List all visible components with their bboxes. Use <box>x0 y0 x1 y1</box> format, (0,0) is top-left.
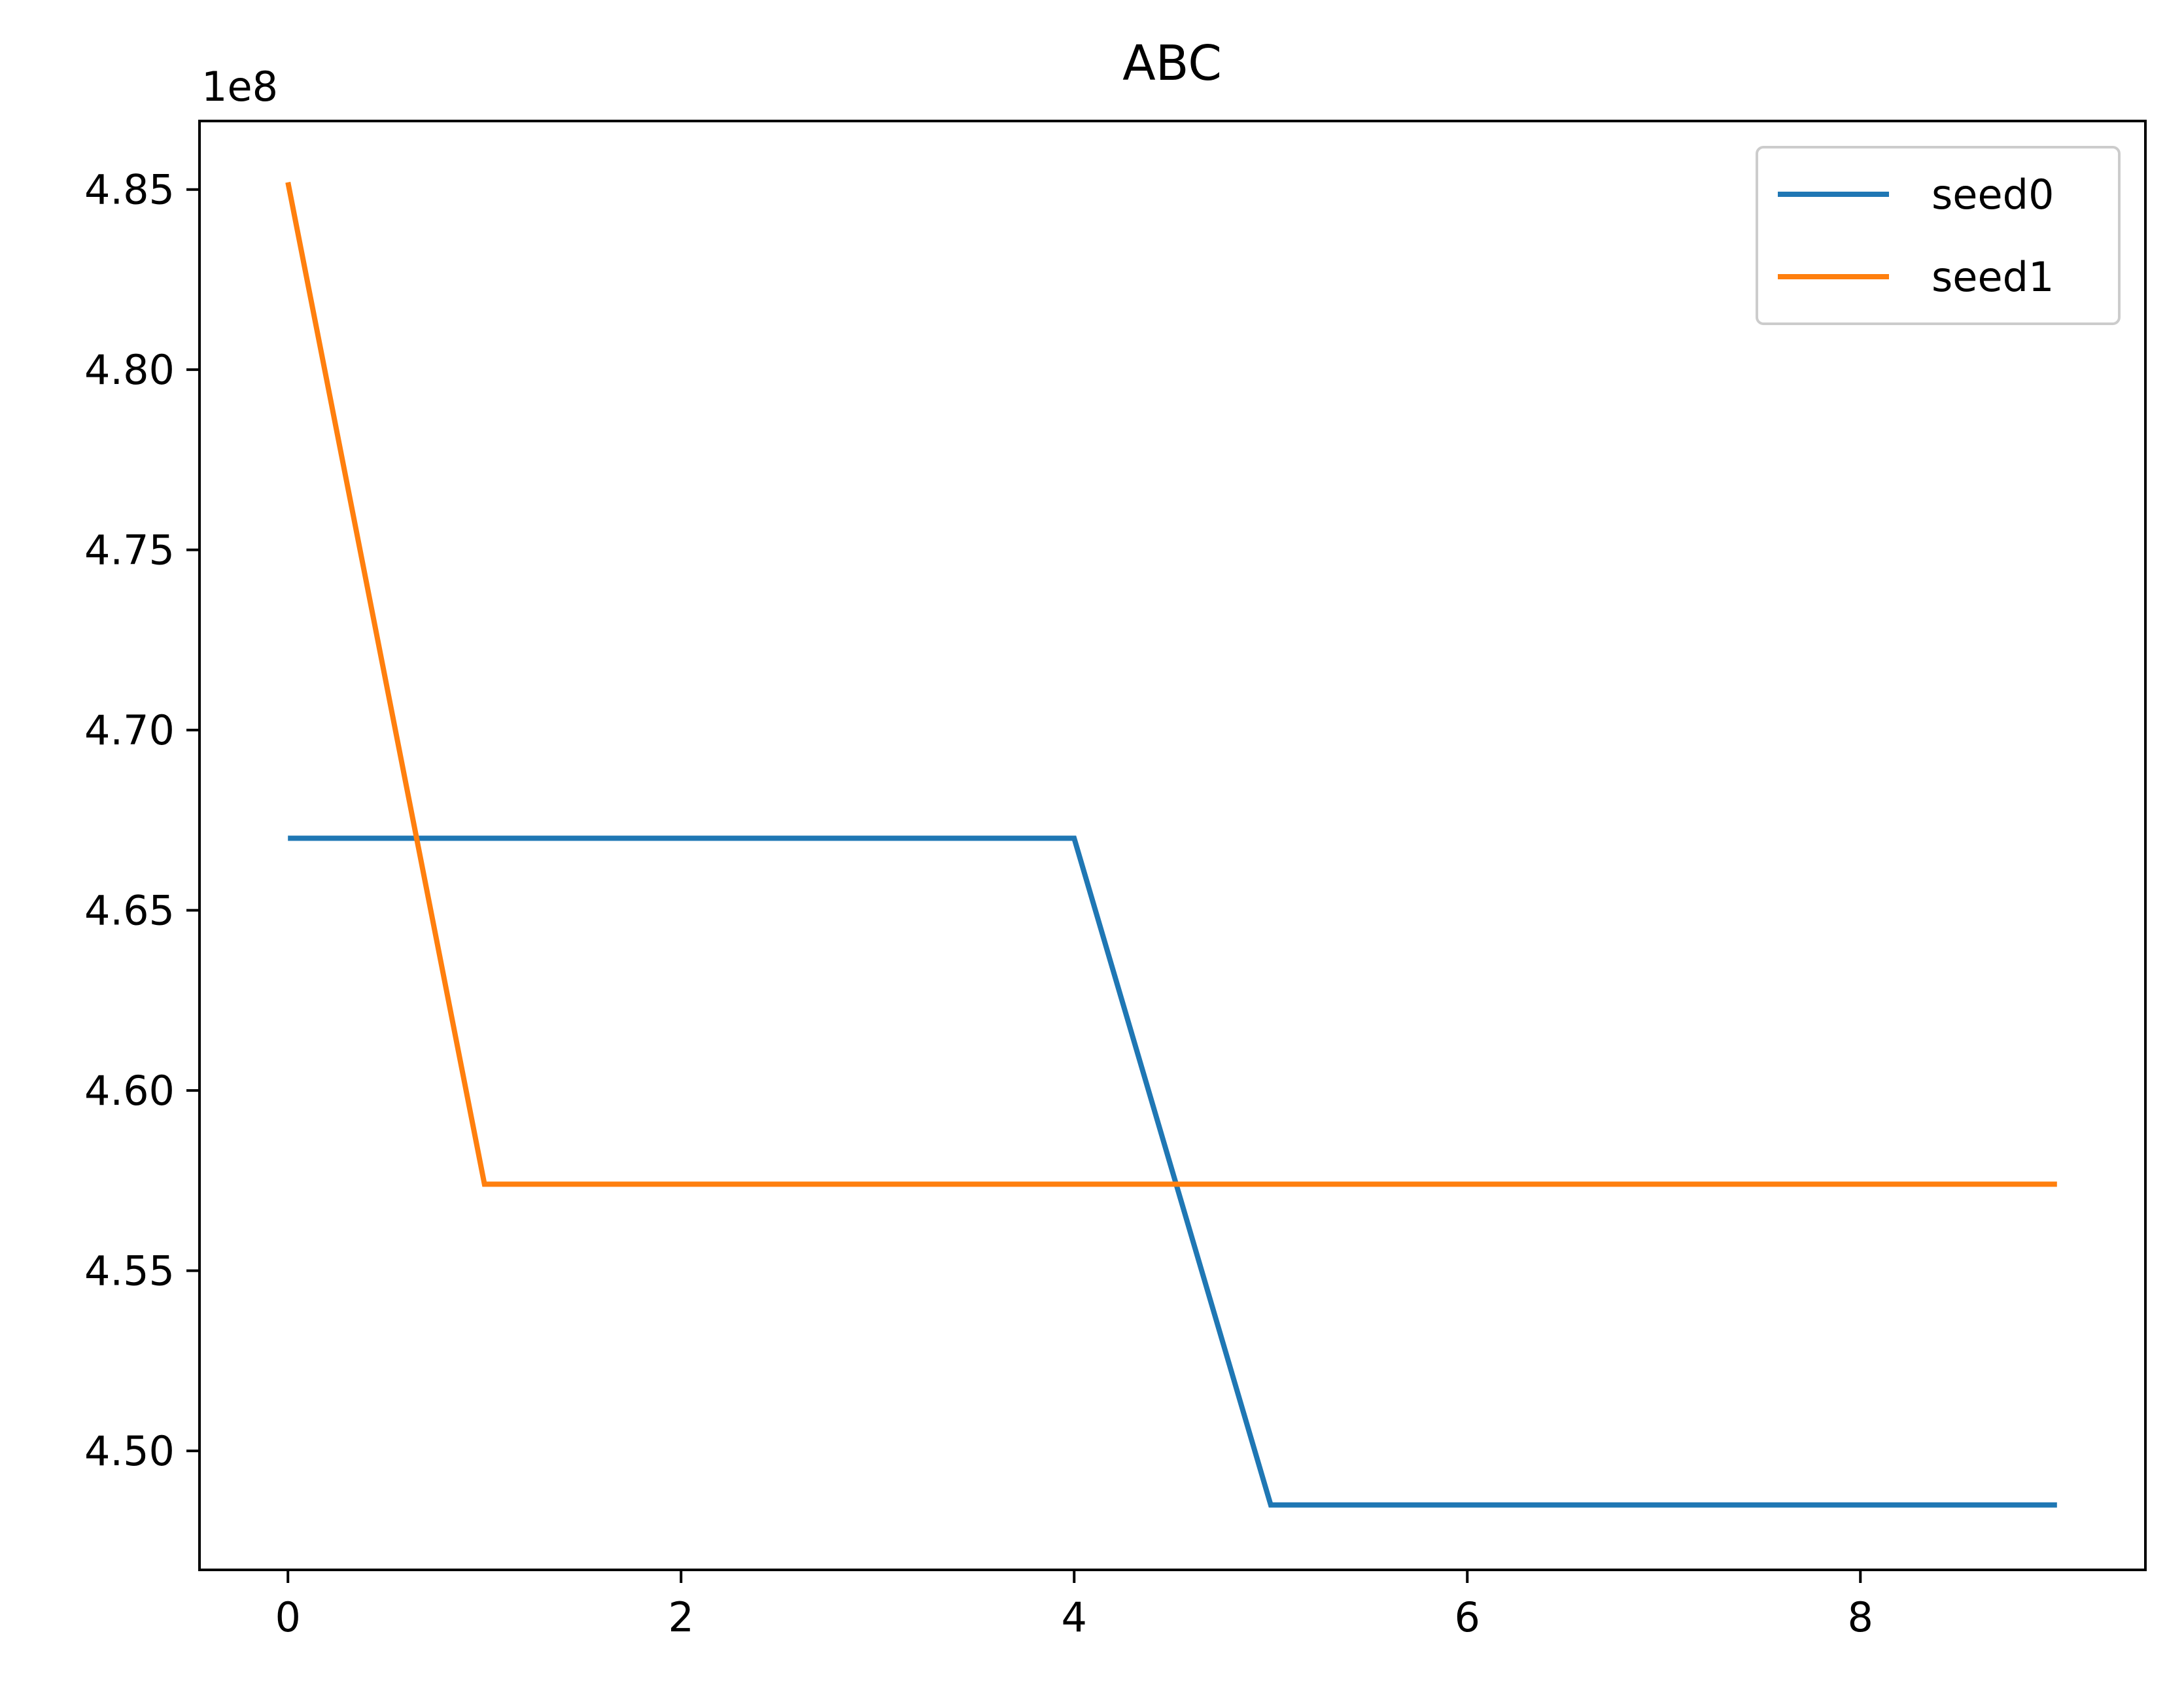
y-tick-label: 4.70 <box>84 706 175 754</box>
legend-label-seed0: seed0 <box>1932 171 2054 218</box>
y-tick-label: 4.65 <box>84 887 175 935</box>
plot-area-frame <box>198 120 2147 1571</box>
ticks-layer: 0 2 4 6 8 4.50 4.55 4.60 4.65 4.70 4.75 4.80 4.85 <box>84 166 1873 1641</box>
x-tick-label: 0 <box>275 1593 301 1641</box>
legend-label-seed1: seed1 <box>1932 253 2054 301</box>
series-layer <box>285 181 2057 1508</box>
y-axis-offset-label: 1e8 <box>201 63 278 111</box>
legend: seed0 seed1 <box>1756 146 2121 325</box>
x-tick-label: 8 <box>1848 1593 1873 1641</box>
x-tick-label: 6 <box>1455 1593 1480 1641</box>
y-tick-label: 4.55 <box>84 1247 175 1295</box>
y-tick-label: 4.85 <box>84 166 175 214</box>
chart-title: ABC <box>1122 35 1222 92</box>
y-tick-label: 4.60 <box>84 1067 175 1115</box>
y-tick-label: 4.80 <box>84 346 175 394</box>
legend-box <box>1756 146 2121 325</box>
y-tick-label: 4.75 <box>84 527 175 574</box>
x-tick-label: 4 <box>1062 1593 1087 1641</box>
series-line-seed1 <box>285 181 2057 1187</box>
x-tick-label: 2 <box>668 1593 694 1641</box>
y-tick-label: 4.50 <box>84 1427 175 1475</box>
series-line-seed0 <box>288 835 2057 1508</box>
